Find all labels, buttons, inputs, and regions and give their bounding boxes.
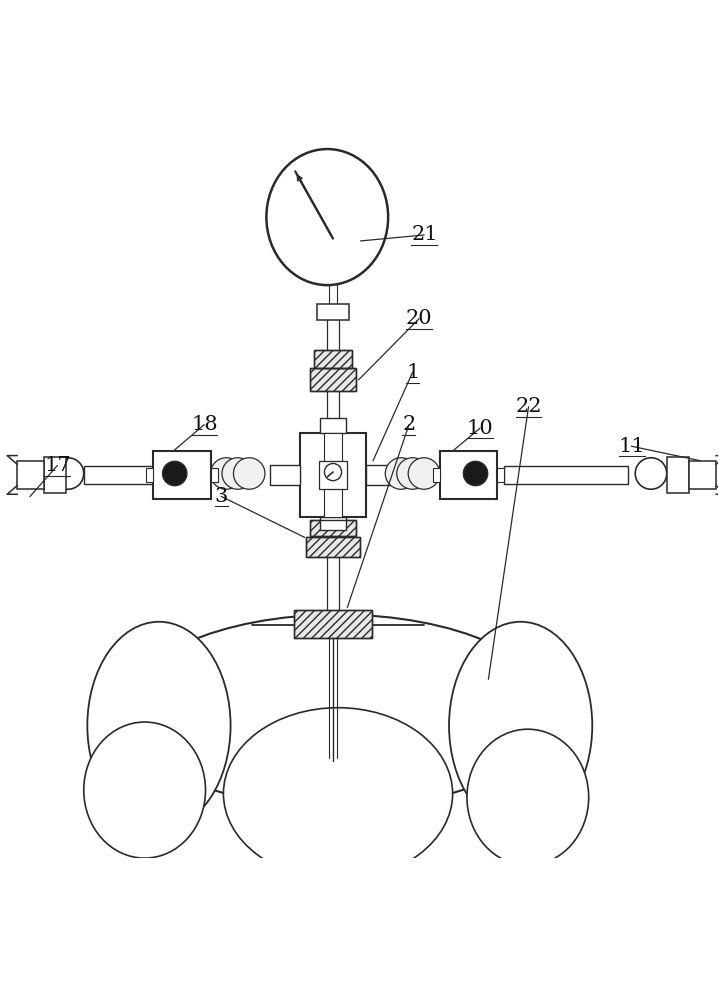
Ellipse shape — [449, 622, 592, 829]
Bar — [667, 457, 689, 493]
Circle shape — [222, 458, 254, 489]
Bar — [314, 350, 352, 368]
Circle shape — [463, 461, 487, 486]
Text: 17: 17 — [45, 456, 71, 475]
Bar — [317, 304, 349, 320]
Bar — [314, 350, 352, 368]
Bar — [153, 451, 211, 499]
Text: 3: 3 — [215, 487, 228, 506]
Circle shape — [52, 458, 83, 489]
Ellipse shape — [123, 615, 553, 808]
Bar — [366, 465, 396, 485]
Bar — [146, 468, 153, 482]
Ellipse shape — [224, 708, 452, 880]
Bar — [320, 418, 346, 433]
Text: 1: 1 — [406, 363, 419, 382]
Bar — [211, 468, 218, 482]
Text: 10: 10 — [467, 419, 494, 438]
Bar — [689, 461, 716, 489]
Bar — [324, 433, 342, 517]
Ellipse shape — [467, 729, 589, 865]
Bar — [293, 610, 372, 638]
Bar — [45, 457, 66, 493]
Bar — [306, 537, 360, 557]
Text: 22: 22 — [516, 397, 542, 416]
Bar — [310, 520, 356, 536]
Circle shape — [324, 463, 342, 481]
Bar — [310, 368, 356, 391]
Circle shape — [408, 458, 440, 489]
Ellipse shape — [87, 622, 231, 829]
Circle shape — [397, 458, 429, 489]
Bar — [310, 520, 356, 536]
Text: 21: 21 — [411, 225, 438, 244]
Circle shape — [385, 458, 417, 489]
Bar — [440, 451, 497, 499]
Bar — [17, 461, 45, 489]
Bar — [293, 610, 372, 638]
Circle shape — [234, 458, 265, 489]
Bar — [319, 461, 347, 489]
Bar — [433, 468, 440, 482]
Circle shape — [636, 458, 667, 489]
Text: 2: 2 — [403, 415, 416, 434]
Circle shape — [211, 458, 242, 489]
Bar — [306, 537, 360, 557]
Text: 18: 18 — [191, 415, 218, 434]
Bar — [270, 465, 300, 485]
Bar — [504, 466, 628, 484]
Bar — [320, 517, 346, 530]
Text: 11: 11 — [619, 437, 646, 456]
Text: 20: 20 — [406, 309, 433, 328]
Bar — [300, 433, 366, 517]
Ellipse shape — [267, 149, 388, 285]
Bar — [497, 468, 504, 482]
Ellipse shape — [83, 722, 206, 858]
Bar — [83, 466, 153, 484]
Bar — [310, 368, 356, 391]
Circle shape — [162, 461, 187, 486]
